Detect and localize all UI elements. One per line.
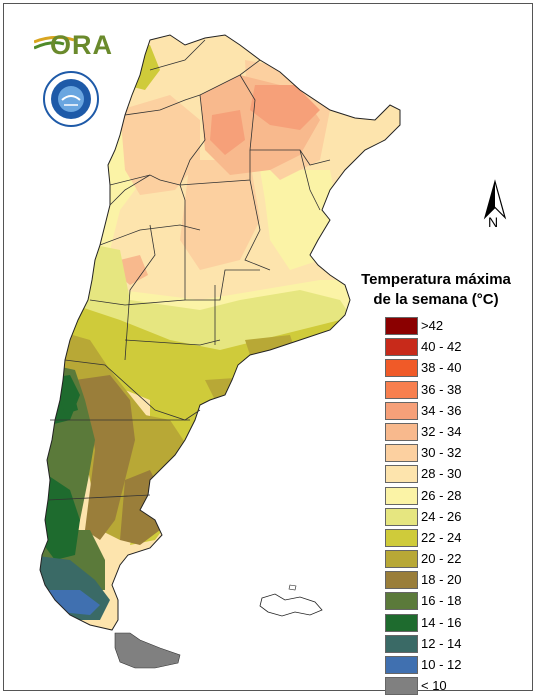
legend-swatch xyxy=(385,571,418,590)
legend-swatch xyxy=(385,317,418,335)
legend-label: 20 - 22 xyxy=(421,551,462,567)
islet xyxy=(288,584,297,591)
legend-label: 30 - 32 xyxy=(421,445,462,461)
legend-swatch xyxy=(385,677,418,696)
legend-swatch xyxy=(385,550,418,569)
legend-label: 22 - 24 xyxy=(421,529,462,545)
legend-label: 14 - 16 xyxy=(421,614,462,630)
legend-swatch xyxy=(385,422,418,441)
legend-label: 32 - 34 xyxy=(421,423,462,439)
legend-swatch xyxy=(385,359,418,378)
ora-logo-icon xyxy=(34,35,75,50)
legend-swatch xyxy=(385,444,418,463)
legend-label: >42 xyxy=(421,318,444,333)
legend-swatch xyxy=(385,634,418,653)
page-frame xyxy=(3,3,533,691)
malvinas-islands xyxy=(259,593,323,617)
legend-title: Temperatura máxima de la semana (°C) xyxy=(346,270,526,310)
legend-swatch xyxy=(385,486,418,505)
legend-swatch xyxy=(385,528,418,547)
legend-swatch xyxy=(385,380,418,399)
legend-swatch xyxy=(385,338,418,357)
legend-label: 28 - 30 xyxy=(421,466,462,482)
legend-label: 26 - 28 xyxy=(421,487,462,503)
legend-label: < 10 xyxy=(421,678,447,694)
legend-label: 36 - 38 xyxy=(421,381,462,397)
ora-logo-text: ORA xyxy=(50,30,113,60)
legend-swatch xyxy=(385,592,418,611)
smn-seal-icon xyxy=(43,71,99,127)
legend-label: 12 - 14 xyxy=(421,635,462,651)
north-arrow-icon xyxy=(483,179,507,220)
legend-title-line1: Temperatura máxima xyxy=(361,271,511,288)
legend-swatch xyxy=(385,656,418,674)
legend-label: 24 - 26 xyxy=(421,508,462,524)
legend-swatch xyxy=(385,507,418,526)
legend-title-line2: de la semana (°C) xyxy=(373,291,499,308)
legend-label: 34 - 36 xyxy=(421,402,462,418)
legend-swatch xyxy=(385,465,418,484)
province-borders xyxy=(47,39,331,501)
legend-label: 10 - 12 xyxy=(421,657,462,672)
legend-swatch xyxy=(385,401,418,420)
legend-label: 18 - 20 xyxy=(421,572,462,588)
legend-label: 16 - 18 xyxy=(421,593,462,609)
legend-label: 40 - 42 xyxy=(421,339,462,355)
tierra-del-fuego xyxy=(114,632,181,669)
north-label: N xyxy=(488,214,499,230)
legend-swatch xyxy=(385,613,418,632)
legend-label: 38 - 40 xyxy=(421,360,462,376)
